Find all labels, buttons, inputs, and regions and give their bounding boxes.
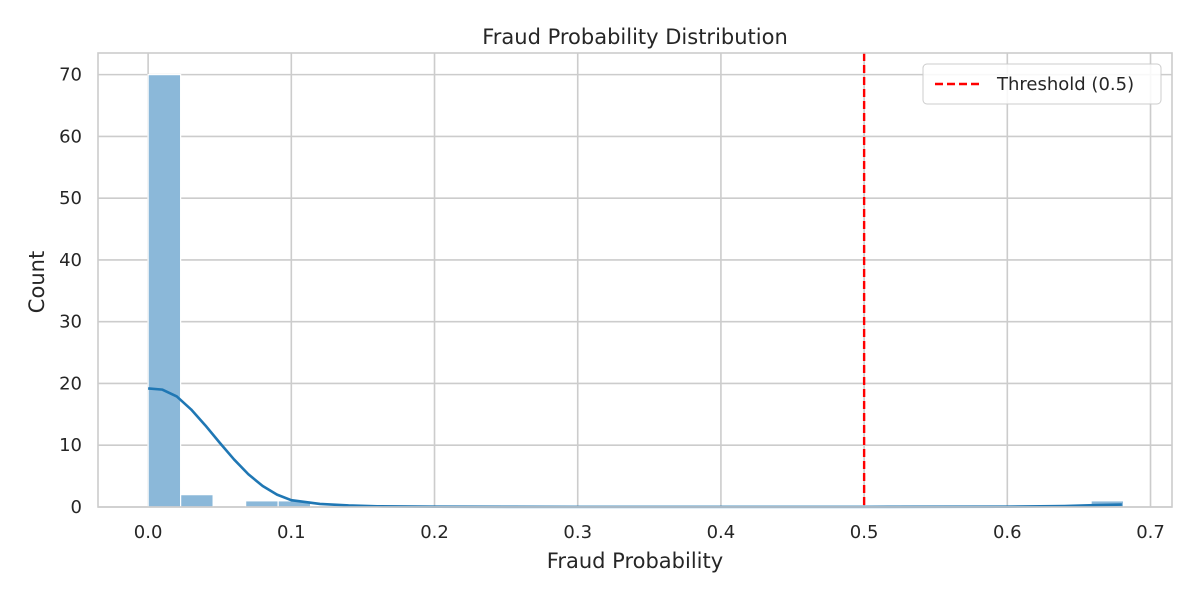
y-tick-label-1: 10	[59, 435, 82, 456]
histogram-bar-1	[180, 494, 214, 508]
x-axis-label: Fraud Probability	[547, 549, 723, 573]
y-tick-label-3: 30	[59, 312, 82, 333]
legend: Threshold (0.5)	[922, 63, 1162, 105]
histogram-bar-0	[147, 74, 182, 508]
y-tick-label-0: 0	[71, 497, 82, 518]
y-tick-label-6: 60	[59, 126, 82, 147]
plot-area: 0.0 0.1 0.2 0.3 0.4 0.5 0.6 0.7 0 10 20 30 40 50 60 70	[59, 52, 1173, 543]
y-tick-label-7: 70	[59, 65, 82, 86]
y-axis-label: Count	[25, 251, 49, 313]
x-tick-label-6: 0.6	[993, 522, 1022, 543]
y-tick-label-4: 40	[59, 250, 82, 271]
y-tick-label-2: 20	[59, 373, 82, 394]
x-tick-label-4: 0.4	[707, 522, 736, 543]
legend-threshold-label: Threshold (0.5)	[996, 74, 1134, 95]
y-tick-label-5: 50	[59, 188, 82, 209]
legend-box	[922, 63, 1162, 105]
x-tick-label-2: 0.2	[420, 522, 449, 543]
x-tick-label-5: 0.5	[850, 522, 879, 543]
x-tick-label-3: 0.3	[563, 522, 592, 543]
x-tick-label-7: 0.7	[1136, 522, 1165, 543]
chart-title: Fraud Probability Distribution	[482, 25, 788, 49]
x-tick-label-0: 0.0	[134, 522, 163, 543]
x-tick-label-1: 0.1	[277, 522, 306, 543]
plot-frame	[97, 52, 1173, 508]
kde-curve	[148, 387, 1122, 509]
histogram-bar-3	[245, 500, 279, 508]
